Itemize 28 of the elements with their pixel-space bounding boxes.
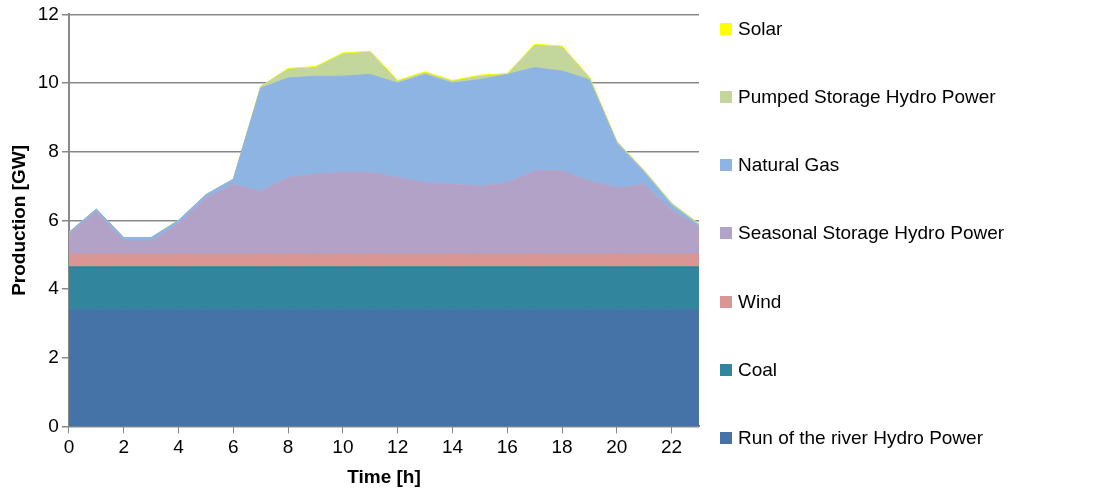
y-tick-label: 12 [37,2,59,24]
y-tick-label: 6 [48,208,59,230]
legend-label: Wind [738,290,782,313]
y-axis-title: Production [GW] [7,144,29,296]
legend-label: Solar [738,17,783,40]
legend-label: Coal [738,358,778,381]
x-tick-label: 14 [441,436,464,458]
y-tick-label: 10 [37,71,59,93]
x-tick-label: 18 [551,436,573,458]
x-tick-label: 2 [118,436,130,458]
x-tick-label: 16 [496,436,518,458]
legend-label: Seasonal Storage Hydro Power [738,222,1005,245]
x-tick-label: 22 [661,436,683,458]
y-tick-label: 8 [48,139,59,161]
legend-label: Natural Gas [738,154,840,177]
x-tick-label: 12 [387,436,409,458]
legend-label: Pumped Storage Hydro Power [738,85,996,108]
x-tick-label: 10 [332,436,354,458]
y-tick-label: 4 [48,277,60,299]
legend-label: Run of the river Hydro Power [738,427,983,450]
x-tick-label: 8 [282,436,294,458]
x-tick-label: 0 [63,436,75,458]
x-axis-title: Time [h] [347,465,421,487]
x-tick-label: 6 [228,436,239,458]
y-tick-label: 0 [48,414,59,436]
x-tick-label: 4 [173,436,185,458]
y-tick-label: 2 [48,345,59,367]
x-tick-label: 20 [606,436,628,458]
